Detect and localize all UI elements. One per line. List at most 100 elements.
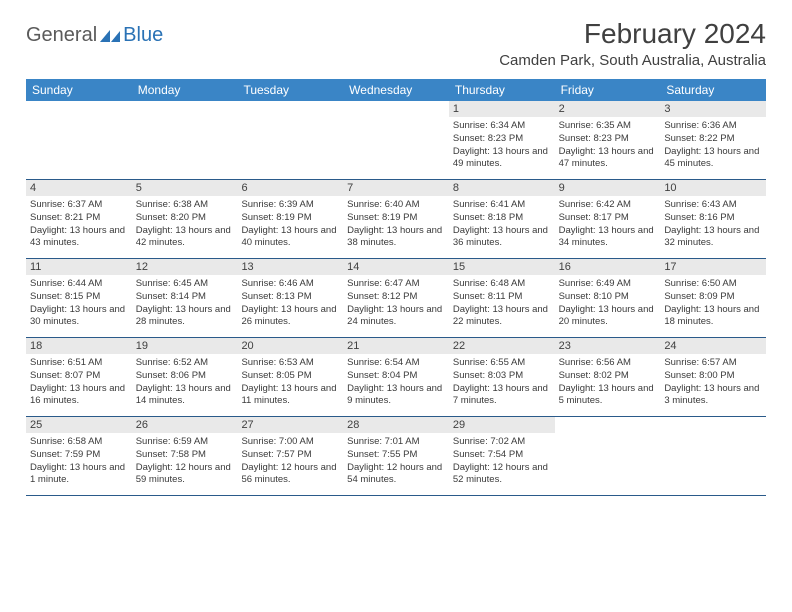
calendar-cell: 22 Sunrise: 6:55 AMSunset: 8:03 PMDayligh… <box>449 338 555 416</box>
sunset-text: Sunset: 8:16 PM <box>664 212 762 225</box>
weekday-label: Tuesday <box>237 79 343 101</box>
day-number: 15 <box>449 259 555 275</box>
calendar-cell: 3Sunrise: 6:36 AMSunset: 8:22 PMDaylight… <box>660 101 766 179</box>
day-number: 29 <box>449 417 555 433</box>
sunrise-text: Sunrise: 6:41 AM <box>453 199 551 212</box>
sunrise-text: Sunrise: 6:54 AM <box>347 357 445 370</box>
sunrise-text: Sunrise: 6:57 AM <box>664 357 762 370</box>
sunset-text: Sunset: 8:19 PM <box>347 212 445 225</box>
sunset-text: Sunset: 8:18 PM <box>453 212 551 225</box>
logo-text-general: General <box>26 24 97 47</box>
weekday-label: Saturday <box>660 79 766 101</box>
calendar-cell: 5Sunrise: 6:38 AMSunset: 8:20 PMDaylight… <box>132 180 238 258</box>
month-title: February 2024 <box>499 18 766 50</box>
sunset-text: Sunset: 8:13 PM <box>241 291 339 304</box>
day-info: Sunrise: 6:52 AMSunset: 8:06 PMDaylight:… <box>136 357 234 408</box>
sunset-text: Sunset: 8:04 PM <box>347 370 445 383</box>
daylight-text: Daylight: 13 hours and 5 minutes. <box>559 383 657 409</box>
sunset-text: Sunset: 8:05 PM <box>241 370 339 383</box>
sunrise-text: Sunrise: 6:52 AM <box>136 357 234 370</box>
day-info: Sunrise: 6:35 AMSunset: 8:23 PMDaylight:… <box>559 120 657 171</box>
logo-sail-icon <box>99 29 121 43</box>
day-info: Sunrise: 6:41 AMSunset: 8:18 PMDaylight:… <box>453 199 551 250</box>
day-number: 23 <box>555 338 661 354</box>
day-info: Sunrise: 6:49 AMSunset: 8:10 PMDaylight:… <box>559 278 657 329</box>
calendar-cell: 24 Sunrise: 6:57 AMSunset: 8:00 PMDayligh… <box>660 338 766 416</box>
day-info: Sunrise: 6:47 AMSunset: 8:12 PMDaylight:… <box>347 278 445 329</box>
day-info: Sunrise: 6:38 AMSunset: 8:20 PMDaylight:… <box>136 199 234 250</box>
daylight-text: Daylight: 13 hours and 42 minutes. <box>136 225 234 251</box>
sunset-text: Sunset: 8:10 PM <box>559 291 657 304</box>
day-number: 26 <box>132 417 238 433</box>
day-info: Sunrise: 7:01 AMSunset: 7:55 PMDaylight:… <box>347 436 445 487</box>
day-number: 27 <box>237 417 343 433</box>
day-info: Sunrise: 6:55 AMSunset: 8:03 PMDaylight:… <box>453 357 551 408</box>
calendar-cell: 11Sunrise: 6:44 AMSunset: 8:15 PMDayligh… <box>26 259 132 337</box>
calendar-cell: 21Sunrise: 6:54 AMSunset: 8:04 PMDayligh… <box>343 338 449 416</box>
day-number: 17 <box>660 259 766 275</box>
sunset-text: Sunset: 8:22 PM <box>664 133 762 146</box>
day-number: 9 <box>555 180 661 196</box>
day-number: 7 <box>343 180 449 196</box>
empty-day <box>132 101 238 117</box>
calendar-cell <box>132 101 238 179</box>
empty-day <box>343 101 449 117</box>
day-info: Sunrise: 6:48 AMSunset: 8:11 PMDaylight:… <box>453 278 551 329</box>
sunset-text: Sunset: 8:00 PM <box>664 370 762 383</box>
sunrise-text: Sunrise: 6:58 AM <box>30 436 128 449</box>
day-number: 10 <box>660 180 766 196</box>
sunset-text: Sunset: 7:59 PM <box>30 449 128 462</box>
calendar: Sunday Monday Tuesday Wednesday Thursday… <box>26 79 766 496</box>
day-info: Sunrise: 6:46 AMSunset: 8:13 PMDaylight:… <box>241 278 339 329</box>
calendar-row: 18 Sunrise: 6:51 AMSunset: 8:07 PMDayligh… <box>26 338 766 417</box>
calendar-cell: 18 Sunrise: 6:51 AMSunset: 8:07 PMDayligh… <box>26 338 132 416</box>
daylight-text: Daylight: 13 hours and 28 minutes. <box>136 304 234 330</box>
day-info: Sunrise: 6:42 AMSunset: 8:17 PMDaylight:… <box>559 199 657 250</box>
day-number: 2 <box>555 101 661 117</box>
calendar-cell: 16Sunrise: 6:49 AMSunset: 8:10 PMDayligh… <box>555 259 661 337</box>
daylight-text: Daylight: 12 hours and 54 minutes. <box>347 462 445 488</box>
day-info: Sunrise: 6:57 AMSunset: 8:00 PMDaylight:… <box>664 357 762 408</box>
daylight-text: Daylight: 13 hours and 24 minutes. <box>347 304 445 330</box>
sunset-text: Sunset: 8:15 PM <box>30 291 128 304</box>
calendar-cell: 13Sunrise: 6:46 AMSunset: 8:13 PMDayligh… <box>237 259 343 337</box>
day-number: 12 <box>132 259 238 275</box>
sunrise-text: Sunrise: 6:40 AM <box>347 199 445 212</box>
sunrise-text: Sunrise: 6:51 AM <box>30 357 128 370</box>
calendar-cell: 14Sunrise: 6:47 AMSunset: 8:12 PMDayligh… <box>343 259 449 337</box>
day-info: Sunrise: 6:51 AMSunset: 8:07 PMDaylight:… <box>30 357 128 408</box>
day-info: Sunrise: 6:59 AMSunset: 7:58 PMDaylight:… <box>136 436 234 487</box>
daylight-text: Daylight: 13 hours and 38 minutes. <box>347 225 445 251</box>
day-number: 18 <box>26 338 132 354</box>
sunrise-text: Sunrise: 6:59 AM <box>136 436 234 449</box>
daylight-text: Daylight: 13 hours and 20 minutes. <box>559 304 657 330</box>
day-info: Sunrise: 6:54 AMSunset: 8:04 PMDaylight:… <box>347 357 445 408</box>
daylight-text: Daylight: 13 hours and 1 minute. <box>30 462 128 488</box>
weekday-label: Thursday <box>449 79 555 101</box>
sunrise-text: Sunrise: 7:02 AM <box>453 436 551 449</box>
sunset-text: Sunset: 8:20 PM <box>136 212 234 225</box>
daylight-text: Daylight: 13 hours and 34 minutes. <box>559 225 657 251</box>
day-info: Sunrise: 6:45 AMSunset: 8:14 PMDaylight:… <box>136 278 234 329</box>
daylight-text: Daylight: 13 hours and 14 minutes. <box>136 383 234 409</box>
sunrise-text: Sunrise: 6:53 AM <box>241 357 339 370</box>
calendar-cell <box>26 101 132 179</box>
sunrise-text: Sunrise: 6:44 AM <box>30 278 128 291</box>
day-info: Sunrise: 6:40 AMSunset: 8:19 PMDaylight:… <box>347 199 445 250</box>
logo-text-blue: Blue <box>123 24 163 47</box>
weekday-header: Sunday Monday Tuesday Wednesday Thursday… <box>26 79 766 101</box>
day-number: 24 <box>660 338 766 354</box>
day-number: 22 <box>449 338 555 354</box>
sunset-text: Sunset: 8:11 PM <box>453 291 551 304</box>
sunrise-text: Sunrise: 7:00 AM <box>241 436 339 449</box>
daylight-text: Daylight: 13 hours and 9 minutes. <box>347 383 445 409</box>
weekday-label: Monday <box>132 79 238 101</box>
page-header: General Blue February 2024 Camden Park, … <box>26 18 766 69</box>
weekday-label: Sunday <box>26 79 132 101</box>
sunrise-text: Sunrise: 6:42 AM <box>559 199 657 212</box>
calendar-cell: 27Sunrise: 7:00 AMSunset: 7:57 PMDayligh… <box>237 417 343 495</box>
calendar-cell: 17Sunrise: 6:50 AMSunset: 8:09 PMDayligh… <box>660 259 766 337</box>
sunset-text: Sunset: 7:55 PM <box>347 449 445 462</box>
sunrise-text: Sunrise: 6:49 AM <box>559 278 657 291</box>
daylight-text: Daylight: 13 hours and 36 minutes. <box>453 225 551 251</box>
